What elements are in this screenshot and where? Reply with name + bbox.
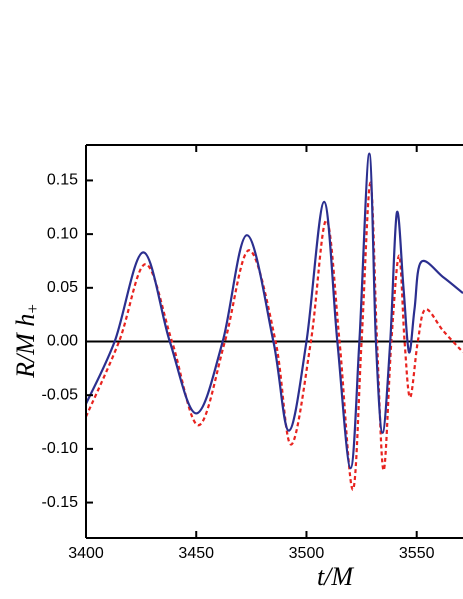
x-tick-label: 3550 — [399, 545, 435, 562]
plot-area — [86, 152, 463, 491]
y-tick-label: 0.10 — [47, 225, 78, 242]
x-axis-label: t/M — [317, 562, 354, 591]
y-tick-label: -0.15 — [42, 494, 79, 511]
x-tick-label: 3500 — [289, 545, 325, 562]
y-tick-label: 0.15 — [47, 172, 78, 189]
y-axis-label: R/M h+ — [11, 304, 42, 379]
x-tick-label: 3450 — [178, 545, 214, 562]
y-tick-label: -0.05 — [42, 386, 79, 403]
y-label-sub: + — [23, 304, 42, 314]
series-line — [86, 181, 463, 491]
y-label-main: R/M h — [11, 314, 40, 379]
series-line — [86, 152, 463, 470]
x-tick-label: 3400 — [68, 545, 104, 562]
y-tick-label: 0.05 — [47, 279, 78, 296]
y-tick-label: -0.10 — [42, 440, 79, 457]
y-tick-label: 0.00 — [47, 333, 78, 350]
